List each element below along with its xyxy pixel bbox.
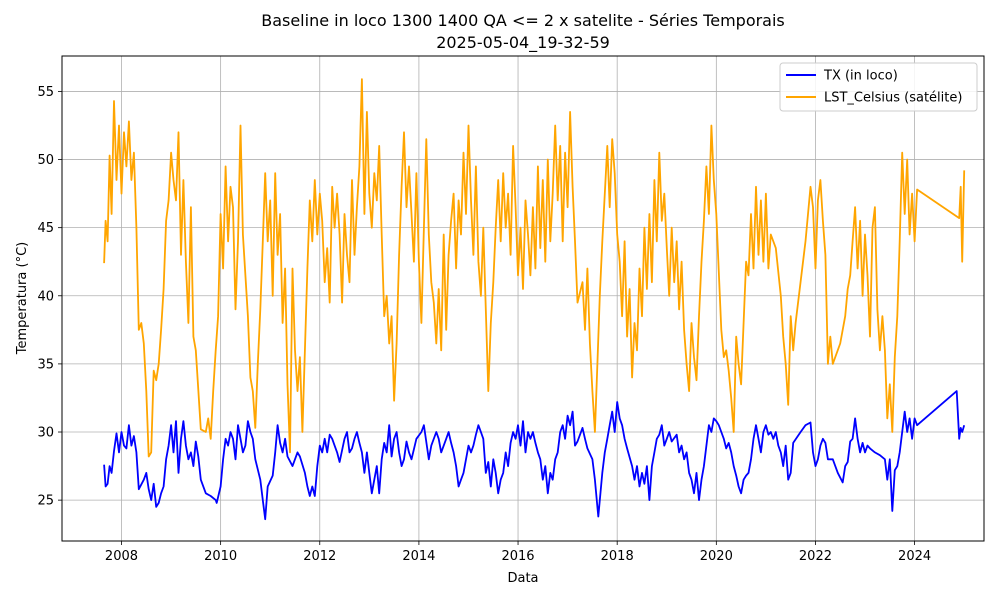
y-tick-label: 55 (37, 85, 54, 100)
y-tick-label: 35 (37, 357, 54, 372)
series-line-1 (103, 78, 966, 458)
x-axis-label: Data (507, 571, 538, 586)
x-tick-label: 2008 (105, 549, 138, 564)
chart-title: Baseline in loco 1300 1400 QA <= 2 x sat… (261, 11, 785, 30)
x-tick-label: 2022 (799, 549, 832, 564)
x-tick-label: 2020 (700, 549, 733, 564)
plot-area-frame (61, 55, 985, 542)
x-tick-label: 2014 (402, 549, 435, 564)
y-axis-label: Temperatura (°C) (15, 242, 30, 355)
series-line-0 (103, 390, 966, 521)
y-tick-label: 50 (37, 153, 54, 168)
legend-label-1: LST_Celsius (satélite) (824, 91, 962, 106)
x-tick-label: 2024 (898, 549, 931, 564)
legend: TX (in loco) LST_Celsius (satélite) (779, 62, 978, 112)
series-layer (103, 78, 966, 521)
x-tick-label: 2012 (303, 549, 336, 564)
x-tick-label: 2010 (204, 549, 237, 564)
y-tick-label: 25 (37, 494, 54, 509)
x-tick-label: 2018 (601, 549, 634, 564)
x-axis: 2008 2010 2012 2014 2016 2018 2020 2022 2024 (105, 541, 931, 564)
legend-label-0: TX (in loco) (823, 69, 898, 84)
legend-box (779, 62, 978, 112)
y-tick-label: 45 (37, 221, 54, 236)
x-tick-label: 2016 (501, 549, 534, 564)
y-axis: 25 30 35 40 45 50 55 (37, 85, 62, 509)
y-tick-label: 30 (37, 426, 54, 441)
y-tick-label: 40 (37, 289, 54, 304)
chart-subtitle: 2025-05-04_19-32-59 (436, 33, 610, 53)
